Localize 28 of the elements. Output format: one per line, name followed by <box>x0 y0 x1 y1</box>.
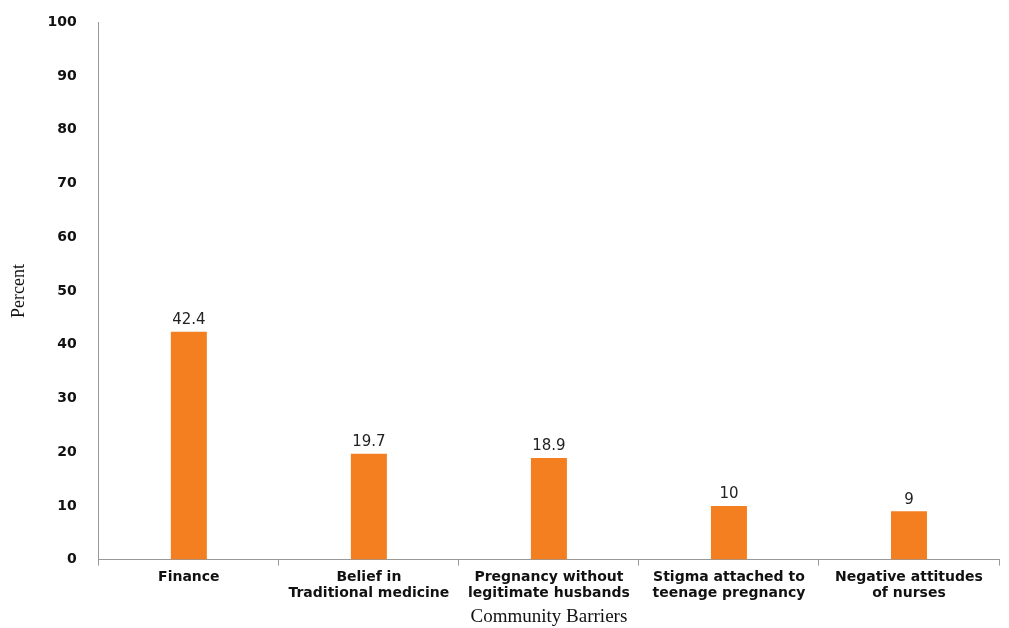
y-tick-label: 30 <box>57 389 78 406</box>
data-label: 10 <box>719 484 739 503</box>
data-label: 42.4 <box>172 310 206 329</box>
y-tick-label: 100 <box>47 13 78 30</box>
y-tick-label: 50 <box>57 281 78 298</box>
y-tick-label: 70 <box>57 174 78 191</box>
y-tick-label: 80 <box>57 120 78 137</box>
x-tick-label: Belief in Traditional medicine <box>288 567 450 601</box>
y-tick-label: 90 <box>57 66 78 83</box>
y-tick-label: 10 <box>57 496 78 513</box>
x-axis-title: Community Barriers <box>470 604 628 626</box>
y-tick-label: 60 <box>57 227 78 244</box>
y-tick-label: 20 <box>57 442 78 459</box>
x-tick-label: Pregnancy without legitimate husbands <box>468 567 630 601</box>
x-tick-label: Stigma attached to teenage pregnancy <box>652 567 806 601</box>
x-tick-label: Negative attitudes of nurses <box>835 567 983 601</box>
bar <box>170 331 207 560</box>
y-tick-label: 40 <box>57 335 78 352</box>
x-tick-label: Finance <box>158 567 220 584</box>
bar <box>890 511 927 560</box>
y-axis-title: Percent <box>7 264 28 318</box>
bar <box>530 458 567 560</box>
bar <box>350 453 387 560</box>
data-label: 9 <box>904 489 914 508</box>
bar <box>710 505 747 560</box>
data-label: 18.9 <box>532 436 566 455</box>
data-label: 19.7 <box>352 432 386 451</box>
y-tick-label: 0 <box>67 550 78 567</box>
